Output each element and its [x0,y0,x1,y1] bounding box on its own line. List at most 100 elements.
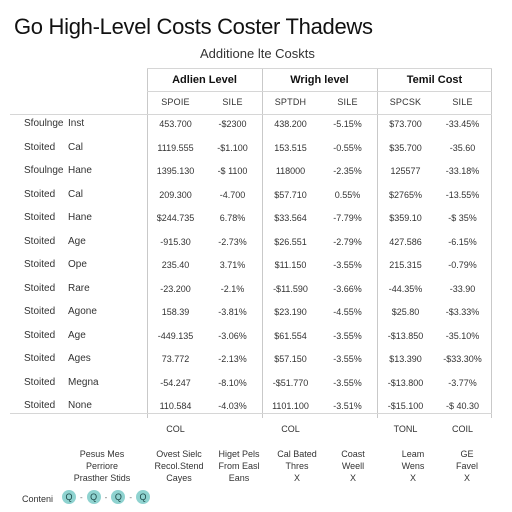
footer-cell: COIL [451,424,473,434]
subheader: SPOIE [161,97,190,107]
row-label: Stoited [24,141,56,153]
table-cell: -3.55% [333,330,362,341]
row-sublabel: Hane [68,212,92,223]
table-cell: -35.60 [449,142,476,153]
table-cell: -$ 40.30 [445,401,480,411]
table-cell: $13.390 [389,354,422,364]
table-cell: -2.79% [333,236,362,247]
row-label: Stoited [24,259,56,270]
table-cell: -3.51% [333,401,362,411]
page-subtitle: Additione lte Coskts [200,46,315,61]
footer-cell: COL [281,424,300,434]
row-label: Stoited [24,329,56,341]
table-cell: -3.06% [218,330,247,341]
table-cell: $35.700 [389,142,422,153]
table-cell: -$51.770 [272,377,309,388]
table-cell: -8.10% [218,377,247,388]
table-cell: -2.13% [218,354,247,364]
table-cell: -$33.30% [443,354,482,364]
table-cell: -3.66% [333,283,362,294]
row-label: Stoited [24,212,56,223]
table-cell: -$2300 [218,119,247,129]
row-label: Stoited [24,306,56,317]
table-cell: -$15.100 [387,401,424,411]
row-sublabel: Cal [68,141,84,153]
table-cell: $26.551 [274,236,307,247]
table-grid [10,68,492,418]
subheader: SILE [337,97,358,107]
table-cell: -$13.850 [387,330,424,341]
table-cell: 209.300 [159,189,192,200]
table-cell: $57.710 [274,189,307,200]
row-label: Stoited [24,282,56,294]
row-sublabel: Cal [68,188,84,200]
step-dot[interactable]: Q [86,490,101,504]
legend-item: Higet Pels From Easl Eans [218,449,260,483]
separator: - [104,492,108,502]
row-sublabel: Inst [68,118,85,129]
group-header-wrigh: Wrigh level [290,74,349,86]
table-cell: 1395.130 [156,166,195,176]
dot-stepper[interactable]: Q - Q - Q - Q [62,490,151,504]
subheader: SILE [452,97,473,107]
table-cell: -6.15% [448,236,477,247]
table-cell: -2.35% [333,166,362,176]
row-sublabel: Ope [68,259,87,270]
row-sublabel: Age [68,329,86,341]
table-cell: 73.772 [161,354,190,364]
table-cell: $33.564 [274,213,307,223]
table-cell: 1101.100 [272,401,309,411]
step-dot[interactable]: Q [111,490,126,504]
row-label: Stoited [24,235,56,247]
table-cell: $2765% [388,189,423,200]
legend-item: Coast Weell X [341,449,365,483]
table-cell: 1119.555 [157,142,194,153]
subheader: SPTDH [274,97,307,107]
table-cell: -$1.100 [217,142,248,153]
table-cell: -7.79% [333,213,362,223]
table-cell: 3.71% [219,260,246,270]
table-cell: -54.247 [160,377,191,388]
table-cell: $244.735 [156,213,195,223]
row-sublabel: Agone [68,306,97,317]
table-cell: -$3.33% [445,307,480,317]
table-cell: $359.10 [389,213,422,223]
table-cell: 0.55% [334,189,361,200]
table-cell: -3.55% [333,377,362,388]
row-label: Sfoulnge [24,165,64,176]
table-cell: 235.40 [161,260,190,270]
footer-cell: TONL [393,424,418,434]
step-dot[interactable]: Q [62,490,76,504]
table-cell: -0.79% [448,260,477,270]
table-cell: 153.515 [274,142,307,153]
table-cell: -35.10% [445,330,480,341]
group-header-temil: Temil Cost [406,74,463,86]
table-cell: -4.700 [219,189,246,200]
table-cell: 453.700 [159,119,192,129]
table-cell: $57.150 [274,354,307,364]
row-label: Stoited [24,353,56,364]
row-label: Stoited [24,188,56,200]
row-sublabel: Megna [68,376,99,388]
table-cell: -33.90 [449,283,476,294]
table-cell: -2.73% [218,236,247,247]
table-cell: -44.35% [388,283,423,294]
subheader: SILE [222,97,243,107]
row-sublabel: Hane [68,165,92,176]
table-cell: $23.190 [274,307,307,317]
footer-cell: COL [166,424,185,434]
table-cell: -$ 1100 [217,166,248,176]
legend-item: Pesus Mes Perriore Prasther Stids [73,449,131,483]
legend-item: Cal Bated Thres X [277,449,317,483]
table-cell: -$13.800 [387,377,424,388]
step-dot[interactable]: Q [136,490,151,504]
legend-item: Ovest Sielc Recol.Stend Cayes [154,449,204,483]
row-sublabel: Age [68,235,86,247]
table-cell: 125577 [390,166,421,176]
table-cell: $61.554 [274,330,307,341]
table-cell: -5.15% [333,119,362,129]
table-cell: -4.55% [333,307,362,317]
legend-item: Leam Wens X [401,449,425,483]
table-cell: -3.55% [333,260,362,270]
table-cell: 110.584 [159,401,192,411]
